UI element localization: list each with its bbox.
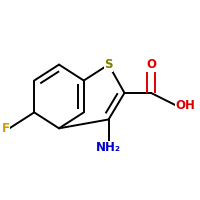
Text: O: O [146,58,156,71]
Text: F: F [1,122,9,135]
Text: NH₂: NH₂ [96,141,121,154]
Text: OH: OH [176,99,196,112]
Text: S: S [104,58,113,71]
